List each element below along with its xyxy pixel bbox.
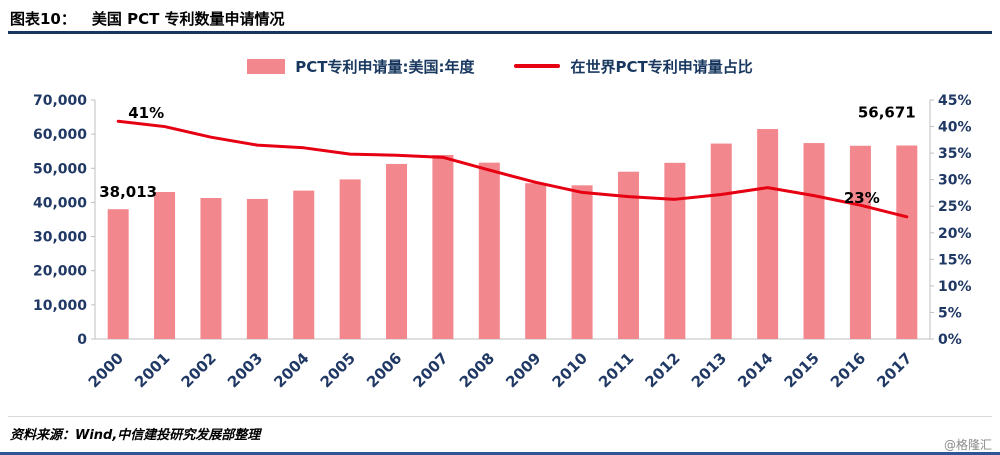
x-axis-label-2001: 2001 bbox=[131, 349, 173, 391]
bar-2003 bbox=[246, 198, 268, 339]
y-axis-label: 20,000 bbox=[33, 264, 87, 280]
x-axis-label-2010: 2010 bbox=[549, 349, 591, 391]
legend-item-bars: PCT专利申请量:美国:年度 bbox=[247, 56, 474, 77]
bar-2011 bbox=[617, 171, 639, 339]
figure-title: 美国 PCT 专利数量申请情况 bbox=[91, 10, 285, 28]
x-axis-label-2017: 2017 bbox=[873, 349, 915, 391]
pct-axis-label: 30% bbox=[938, 173, 972, 189]
chart-legend: PCT专利申请量:美国:年度 在世界PCT专利申请量占比 bbox=[0, 54, 1000, 78]
x-axis-label-2011: 2011 bbox=[595, 349, 637, 391]
share-line bbox=[116, 119, 909, 219]
watermark: @格隆汇 bbox=[943, 438, 992, 452]
legend-line-swatch bbox=[514, 64, 561, 68]
bottom-border bbox=[0, 452, 1000, 455]
y-axis-label: 40,000 bbox=[33, 195, 87, 211]
pct-axis-label: 20% bbox=[938, 226, 972, 242]
x-axis-label-2002: 2002 bbox=[178, 349, 220, 391]
footer-divider bbox=[8, 416, 992, 417]
x-axis-label-2005: 2005 bbox=[317, 349, 359, 391]
x-axis-label-2015: 2015 bbox=[781, 349, 823, 391]
bar-2013 bbox=[710, 143, 732, 339]
figure-header: 图表10： 美国 PCT 专利数量申请情况 bbox=[10, 8, 285, 29]
bar-2004 bbox=[293, 190, 315, 339]
x-axis-label-2009: 2009 bbox=[502, 349, 544, 391]
header-divider bbox=[8, 31, 992, 34]
legend-item-line: 在世界PCT专利申请量占比 bbox=[514, 56, 753, 77]
legend-line-label: 在世界PCT专利申请量占比 bbox=[570, 57, 753, 76]
figure-label: 图表10： bbox=[10, 10, 76, 28]
annotation-38,013: 38,013 bbox=[99, 183, 157, 201]
y-axis-label: 60,000 bbox=[33, 127, 87, 143]
pct-axis-label: 40% bbox=[938, 120, 972, 136]
annotation-23%: 23% bbox=[844, 189, 880, 207]
legend-bar-swatch bbox=[247, 58, 286, 74]
annotation-41%: 41% bbox=[128, 104, 164, 122]
pct-axis-label: 25% bbox=[938, 199, 972, 215]
bar-2006 bbox=[386, 163, 408, 339]
y-axis-label: 30,000 bbox=[33, 230, 87, 246]
x-axis-label-2013: 2013 bbox=[688, 349, 730, 391]
bar-2014 bbox=[757, 129, 779, 339]
x-axis-label-2003: 2003 bbox=[224, 349, 266, 391]
pct-axis-label: 0% bbox=[938, 332, 962, 348]
pct-axis-label: 35% bbox=[938, 146, 972, 162]
x-axis-label-2014: 2014 bbox=[734, 349, 776, 391]
bar-2017 bbox=[896, 145, 918, 339]
y-axis-label: 70,000 bbox=[33, 93, 87, 109]
legend-bar-label: PCT专利申请量:美国:年度 bbox=[295, 57, 475, 76]
pct-axis-label: 45% bbox=[938, 93, 972, 109]
source-note: 资料来源：Wind,中信建投研究发展部整理 bbox=[10, 428, 261, 443]
x-axis-label-2004: 2004 bbox=[270, 349, 312, 391]
pct-applications-chart: 0 10,000 20,000 30,000 40,000 50,000 60,000 70,… bbox=[33, 93, 972, 391]
x-axis-label-2012: 2012 bbox=[641, 349, 683, 391]
y-axis-label: 10,000 bbox=[33, 298, 87, 314]
pct-axis-label: 10% bbox=[938, 279, 972, 295]
bar-2016 bbox=[849, 145, 871, 339]
x-axis-label-2006: 2006 bbox=[363, 349, 405, 391]
pct-axis-label: 15% bbox=[938, 252, 972, 268]
annotation-56,671: 56,671 bbox=[858, 104, 916, 122]
y-axis-label: 0 bbox=[77, 332, 87, 348]
bar-2001 bbox=[154, 191, 176, 339]
bar-2009 bbox=[525, 183, 547, 339]
bar-2007 bbox=[432, 154, 454, 339]
x-axis-label-2016: 2016 bbox=[827, 349, 869, 391]
bar-2005 bbox=[339, 179, 361, 339]
bar-2008 bbox=[478, 162, 500, 339]
bar-2012 bbox=[664, 162, 686, 339]
bar-2002 bbox=[200, 198, 222, 339]
x-axis-label-2007: 2007 bbox=[409, 349, 451, 391]
x-axis-label-2000: 2000 bbox=[85, 349, 127, 391]
pct-axis-label: 5% bbox=[938, 305, 962, 321]
bar-2015 bbox=[803, 143, 825, 339]
bar-2000 bbox=[107, 209, 129, 339]
x-axis-label-2008: 2008 bbox=[456, 349, 498, 391]
y-axis-label: 50,000 bbox=[33, 161, 87, 177]
bar-2010 bbox=[571, 185, 593, 339]
